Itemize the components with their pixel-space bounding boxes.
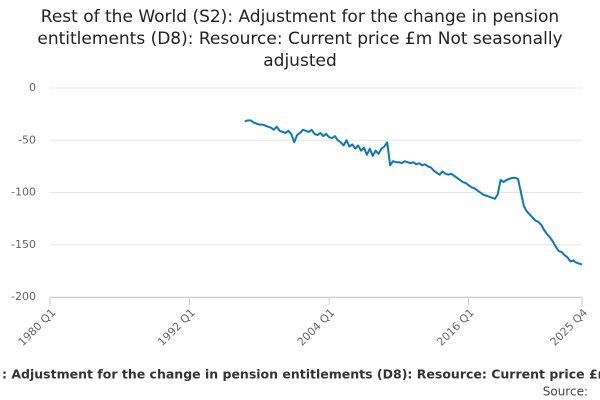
y-tick-label: -100 (11, 186, 36, 199)
data-line (244, 119, 583, 266)
chart-title: Rest of the World (S2): Adjustment for t… (37, 7, 563, 71)
x-tick-label: 2016 Q1 (434, 306, 477, 349)
source: Source: (543, 385, 588, 399)
x-tick-label: 1980 Q1 (16, 306, 59, 349)
x-tick-label: 2025 Q4 (548, 306, 591, 349)
y-tick-label: -200 (11, 290, 36, 303)
x-tick-label: 2004 Q1 (295, 306, 338, 349)
y-tick-label: -150 (11, 238, 36, 251)
y-tick-label: 0 (29, 81, 36, 94)
x-tick-label: 1992 Q1 (155, 306, 198, 349)
caption: : Adjustment for the change in pension e… (2, 367, 600, 382)
y-tick-label: -50 (18, 133, 36, 146)
